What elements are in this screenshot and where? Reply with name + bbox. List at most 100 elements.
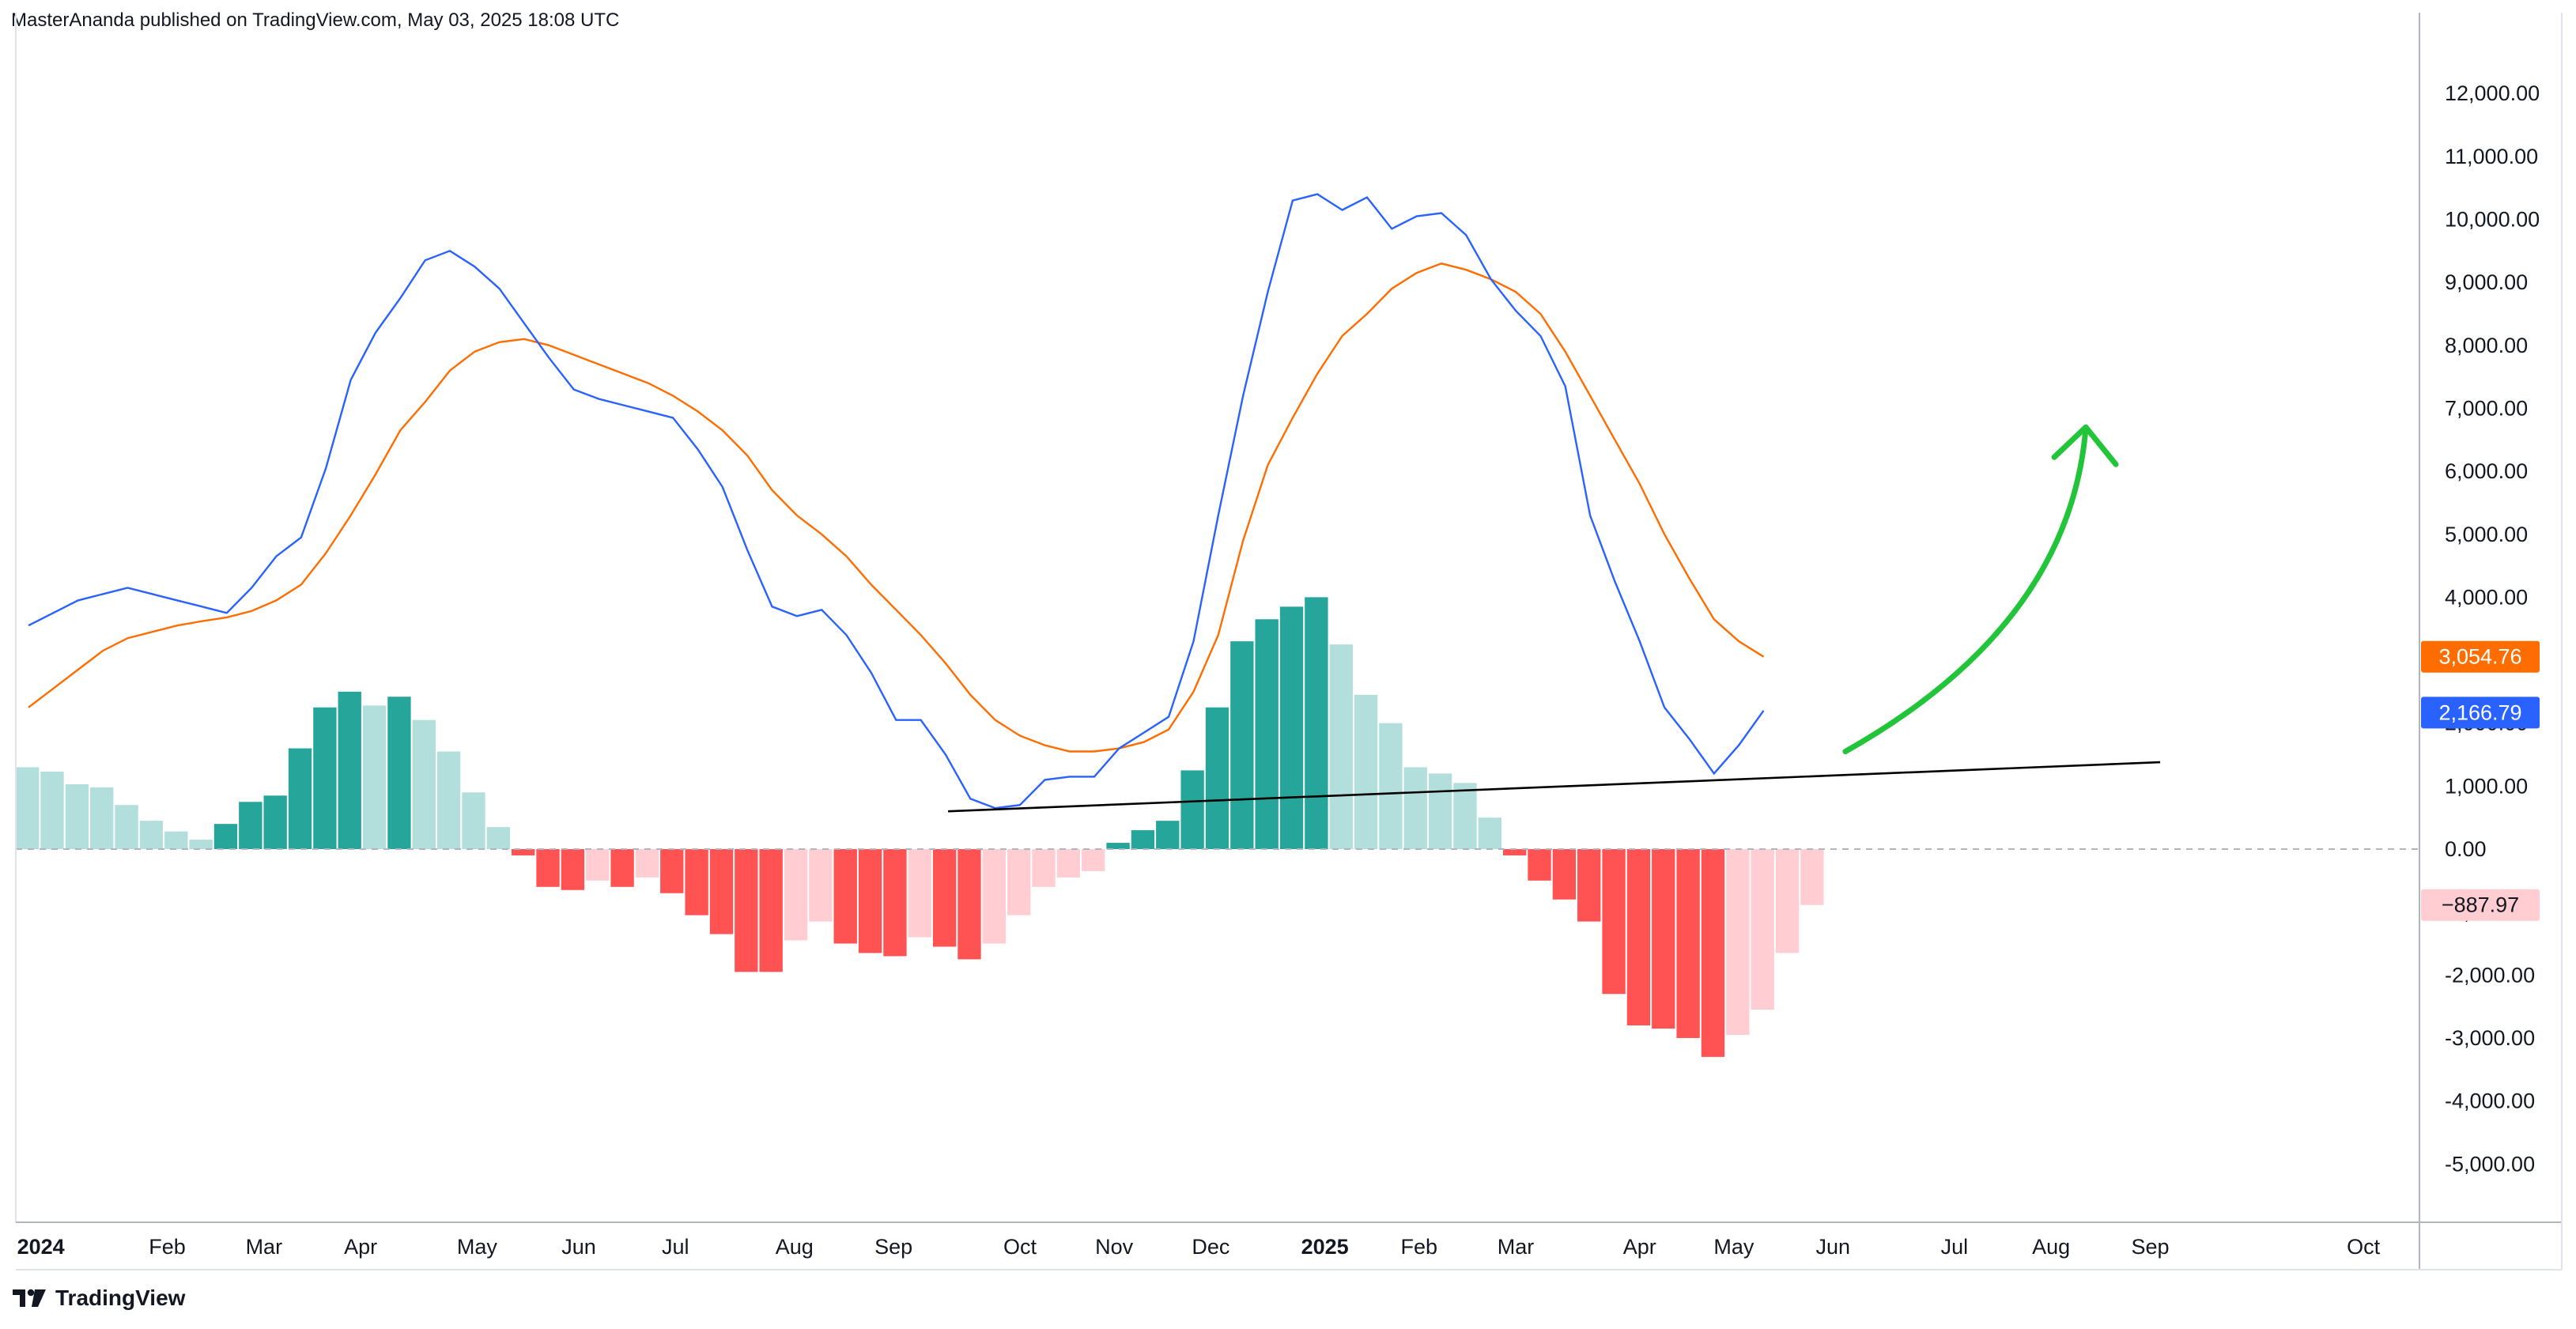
y-tick-label: 9,000.00 [2445,270,2528,294]
histogram-bar [883,849,907,957]
x-tick-label: Feb [1400,1235,1437,1259]
histogram-bar [759,849,783,972]
tradingview-logo-icon [13,1289,46,1307]
histogram-bar [1652,849,1675,1029]
y-tick-label: 6,000.00 [2445,459,2528,483]
x-tick-label: Oct [1003,1235,1037,1259]
last-value-text: 2,166.79 [2438,700,2521,724]
signal-line [28,262,1765,753]
histogram-bar [1205,707,1229,849]
y-tick-label: 8,000.00 [2445,334,2528,357]
y-tick-label: 7,000.00 [2445,396,2528,420]
histogram-bar [263,795,287,849]
tradingview-footer[interactable]: TradingView [11,1286,185,1311]
x-tick-label: 2025 [1301,1235,1349,1259]
histogram-bar [536,849,560,887]
x-tick-label: Oct [2347,1235,2381,1259]
histogram-bar [1701,849,1725,1057]
histogram-bar [1478,817,1501,849]
histogram-bar [1007,849,1031,916]
histogram-bar [362,705,387,849]
last-value-labels: 3,054.76 2,166.79 −887.97 [2421,640,2540,921]
x-tick-label: Jun [561,1235,596,1259]
histogram-bar [40,772,64,849]
histogram-bar [1230,641,1254,849]
histogram-bar [1379,723,1403,849]
histogram-bar [1354,694,1378,849]
histogram-bar [486,827,510,849]
histogram-bar [1032,849,1056,887]
histogram-bar [685,849,708,916]
x-tick-label: Apr [344,1235,377,1259]
histogram-bar [462,792,485,849]
last-value-text: 3,054.76 [2438,645,2521,669]
histogram-bar [512,849,535,855]
arrow-shaft [1842,424,2089,755]
x-tick-label: Jun [1816,1235,1851,1259]
histogram-bar [1279,606,1304,849]
last-value-badge [2421,889,2540,921]
x-tick-label: Aug [776,1235,814,1259]
histogram-bar [1131,830,1155,849]
y-tick-label: 1,000.00 [2445,774,2528,798]
histogram-bar [1676,849,1700,1038]
histogram-bar [239,802,263,849]
histogram-bar [1329,644,1353,849]
histogram-bar [635,849,659,878]
x-tick-label: Mar [246,1235,283,1259]
histogram-bar [65,783,89,849]
x-tick-label: Jul [1941,1235,1969,1259]
histogram-bar [1403,767,1427,849]
histogram-bar [858,849,882,953]
upward-arrow-annotation[interactable] [1842,424,2119,755]
histogram-bar [115,805,138,849]
histogram-bar [436,751,461,849]
histogram-bar [1626,849,1651,1026]
x-tick-label: Dec [1192,1235,1229,1259]
histogram-bar [561,849,585,890]
y-tick-label: 11,000.00 [2445,145,2538,168]
histogram-bar [189,840,213,849]
histogram-bar [660,849,684,893]
arrow-head [2051,424,2119,467]
histogram-bar [1082,849,1105,871]
histogram-bar [412,719,436,849]
y-tick-label: -3,000.00 [2445,1026,2535,1050]
y-tick-label: 12,000.00 [2445,81,2540,105]
histogram-bar [90,787,114,849]
support-trendline[interactable] [948,761,2161,813]
x-tick-label: Apr [1623,1235,1656,1259]
histogram-bar [1453,783,1477,849]
x-tick-label: Jul [662,1235,689,1259]
histogram-bar [164,831,188,849]
histogram-bar [908,849,931,938]
histogram-bar [1180,770,1204,849]
histogram-bar [387,697,411,849]
histogram-bar [1503,849,1527,855]
histogram-bar [735,849,758,972]
histogram-bar [958,849,981,960]
time-scale: 2024 Feb Mar Apr May Jun Jul Aug Sep Oct Nov Dec 202… [17,1235,2381,1259]
x-tick-label: May [457,1235,498,1259]
publish-info: MasterAnanda published on TradingView.co… [11,9,620,31]
y-tick-label: 5,000.00 [2445,523,2528,546]
x-tick-label: 2024 [17,1235,65,1259]
histogram-bar [1056,849,1081,878]
histogram-bar [784,849,808,941]
histogram-bar [809,849,833,922]
histogram-bar [1800,849,1824,905]
last-value-text: −887.97 [2442,893,2519,917]
x-tick-label: Sep [874,1235,912,1259]
x-tick-label: Feb [149,1235,186,1259]
brand-name: TradingView [55,1286,186,1310]
histogram-bar [932,849,957,947]
histogram-bar [1552,849,1577,900]
y-tick-label: -5,000.00 [2445,1152,2535,1176]
macd-line [28,193,1765,810]
histogram-bar [313,707,337,849]
histogram-bar [213,824,238,849]
histogram-bar [338,691,361,849]
histogram-bar [16,767,40,849]
